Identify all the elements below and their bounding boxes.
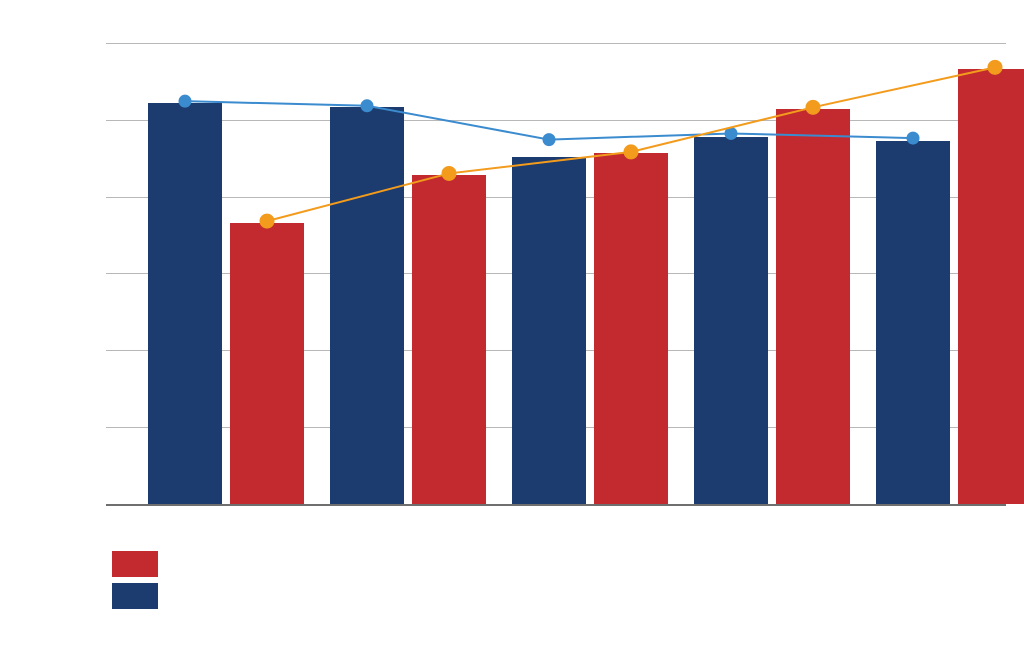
- baseline: [106, 504, 1006, 506]
- legend-item: [112, 580, 168, 612]
- legend: [112, 548, 168, 612]
- marker-orange-line: [442, 166, 456, 180]
- marker-orange-line: [988, 60, 1002, 74]
- marker-blue-line: [543, 134, 555, 146]
- marker-blue-line: [361, 100, 373, 112]
- plot-area: [106, 12, 1006, 504]
- chart-container: [0, 0, 1024, 658]
- marker-blue-line: [179, 95, 191, 107]
- lines-layer: [106, 12, 1006, 504]
- line-orange-line: [267, 67, 995, 221]
- marker-orange-line: [806, 100, 820, 114]
- legend-item: [112, 548, 168, 580]
- legend-swatch: [112, 583, 158, 609]
- legend-swatch: [112, 551, 158, 577]
- marker-orange-line: [624, 145, 638, 159]
- marker-blue-line: [907, 132, 919, 144]
- marker-orange-line: [260, 214, 274, 228]
